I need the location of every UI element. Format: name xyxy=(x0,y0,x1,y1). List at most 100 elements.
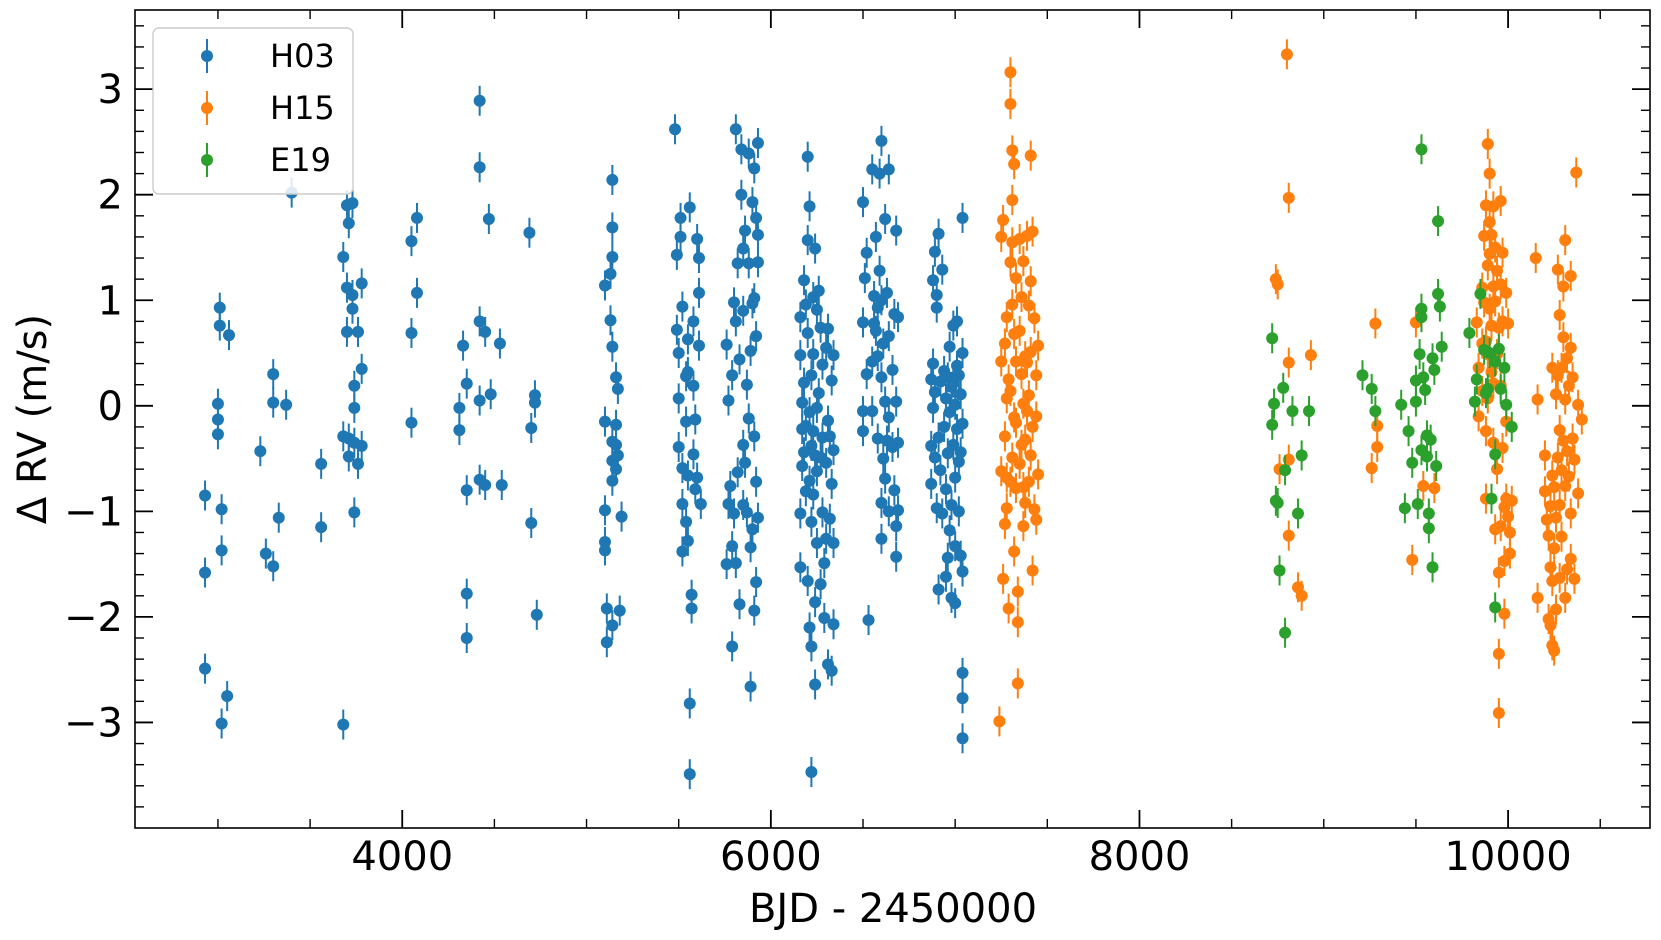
data-point xyxy=(1559,591,1572,604)
data-point xyxy=(685,602,698,615)
data-point xyxy=(342,217,355,230)
data-point xyxy=(669,123,682,136)
plot-frame xyxy=(134,9,1651,829)
data-point xyxy=(956,565,969,578)
data-point xyxy=(1502,317,1515,330)
data-point xyxy=(1030,369,1043,382)
data-point xyxy=(818,557,831,570)
data-point xyxy=(457,339,470,352)
data-point xyxy=(750,576,763,589)
data-point xyxy=(405,416,418,429)
data-point xyxy=(1435,340,1448,353)
data-point xyxy=(936,507,949,520)
data-point xyxy=(1470,373,1483,386)
data-point xyxy=(1304,349,1317,362)
data-point xyxy=(890,550,903,563)
data-point xyxy=(604,267,617,280)
data-point xyxy=(720,338,733,351)
data-point xyxy=(528,396,541,409)
data-point xyxy=(1553,309,1566,322)
data-point xyxy=(694,497,707,510)
data-point xyxy=(796,396,809,409)
x-tick-label: 8000 xyxy=(1089,834,1191,880)
data-point xyxy=(1498,361,1511,374)
data-point xyxy=(1564,552,1577,565)
data-point xyxy=(460,587,473,600)
data-point xyxy=(1570,166,1583,179)
data-point xyxy=(748,604,761,617)
data-point xyxy=(348,401,361,414)
data-point xyxy=(692,339,705,352)
data-point xyxy=(598,279,611,292)
data-point xyxy=(689,483,702,496)
data-point xyxy=(1553,499,1566,512)
data-point xyxy=(1422,507,1435,520)
legend-box xyxy=(152,27,354,195)
data-point xyxy=(807,488,820,501)
data-point xyxy=(954,549,967,562)
data-point xyxy=(890,520,903,533)
data-point xyxy=(949,597,962,610)
data-point xyxy=(890,224,903,237)
data-point xyxy=(453,424,466,437)
data-point xyxy=(1273,564,1286,577)
data-point xyxy=(340,325,353,338)
data-point xyxy=(280,398,293,411)
data-point xyxy=(600,636,613,649)
data-point xyxy=(827,618,840,631)
data-point xyxy=(1021,405,1034,418)
data-point xyxy=(1017,255,1030,268)
data-point xyxy=(1568,453,1581,466)
data-point xyxy=(879,212,892,225)
data-point xyxy=(1280,48,1293,61)
data-point xyxy=(315,521,328,534)
data-point xyxy=(1551,263,1564,276)
data-point xyxy=(1006,193,1019,206)
data-point xyxy=(211,397,224,410)
data-point xyxy=(875,532,888,545)
data-point xyxy=(1555,361,1568,374)
data-point xyxy=(928,386,941,399)
data-point xyxy=(1303,405,1316,418)
data-point xyxy=(1013,324,1026,337)
data-point xyxy=(882,411,895,424)
data-point xyxy=(346,302,359,315)
data-point xyxy=(1494,382,1507,395)
data-point xyxy=(215,503,228,516)
data-point xyxy=(405,326,418,339)
data-point xyxy=(1028,503,1041,516)
series-H15 xyxy=(993,39,1588,737)
data-point xyxy=(199,662,212,675)
data-point xyxy=(818,611,831,624)
data-point xyxy=(1463,326,1476,339)
data-point xyxy=(1566,371,1579,384)
data-point xyxy=(691,233,704,246)
data-point xyxy=(882,505,895,518)
data-point xyxy=(1026,564,1039,577)
data-point xyxy=(259,547,272,560)
data-point xyxy=(1538,485,1551,498)
data-point xyxy=(1395,398,1408,411)
data-point xyxy=(1419,383,1432,396)
data-point xyxy=(858,272,871,285)
data-point xyxy=(750,211,763,224)
data-point xyxy=(267,368,280,381)
data-point xyxy=(1548,542,1561,555)
data-point xyxy=(1398,502,1411,515)
data-point xyxy=(355,362,368,375)
data-point xyxy=(724,480,737,493)
data-point xyxy=(871,432,884,445)
data-point xyxy=(674,230,687,243)
data-point xyxy=(473,315,486,328)
data-point xyxy=(720,558,733,571)
data-point xyxy=(1492,342,1505,355)
x-axis-label: BJD - 2450000 xyxy=(749,886,1037,932)
y-tick-label: −2 xyxy=(64,595,123,641)
data-point xyxy=(410,211,423,224)
data-point xyxy=(254,445,267,458)
data-point xyxy=(1266,332,1279,345)
data-point xyxy=(1282,191,1295,204)
data-point xyxy=(803,621,816,634)
data-point xyxy=(1011,677,1024,690)
data-point xyxy=(215,544,228,557)
